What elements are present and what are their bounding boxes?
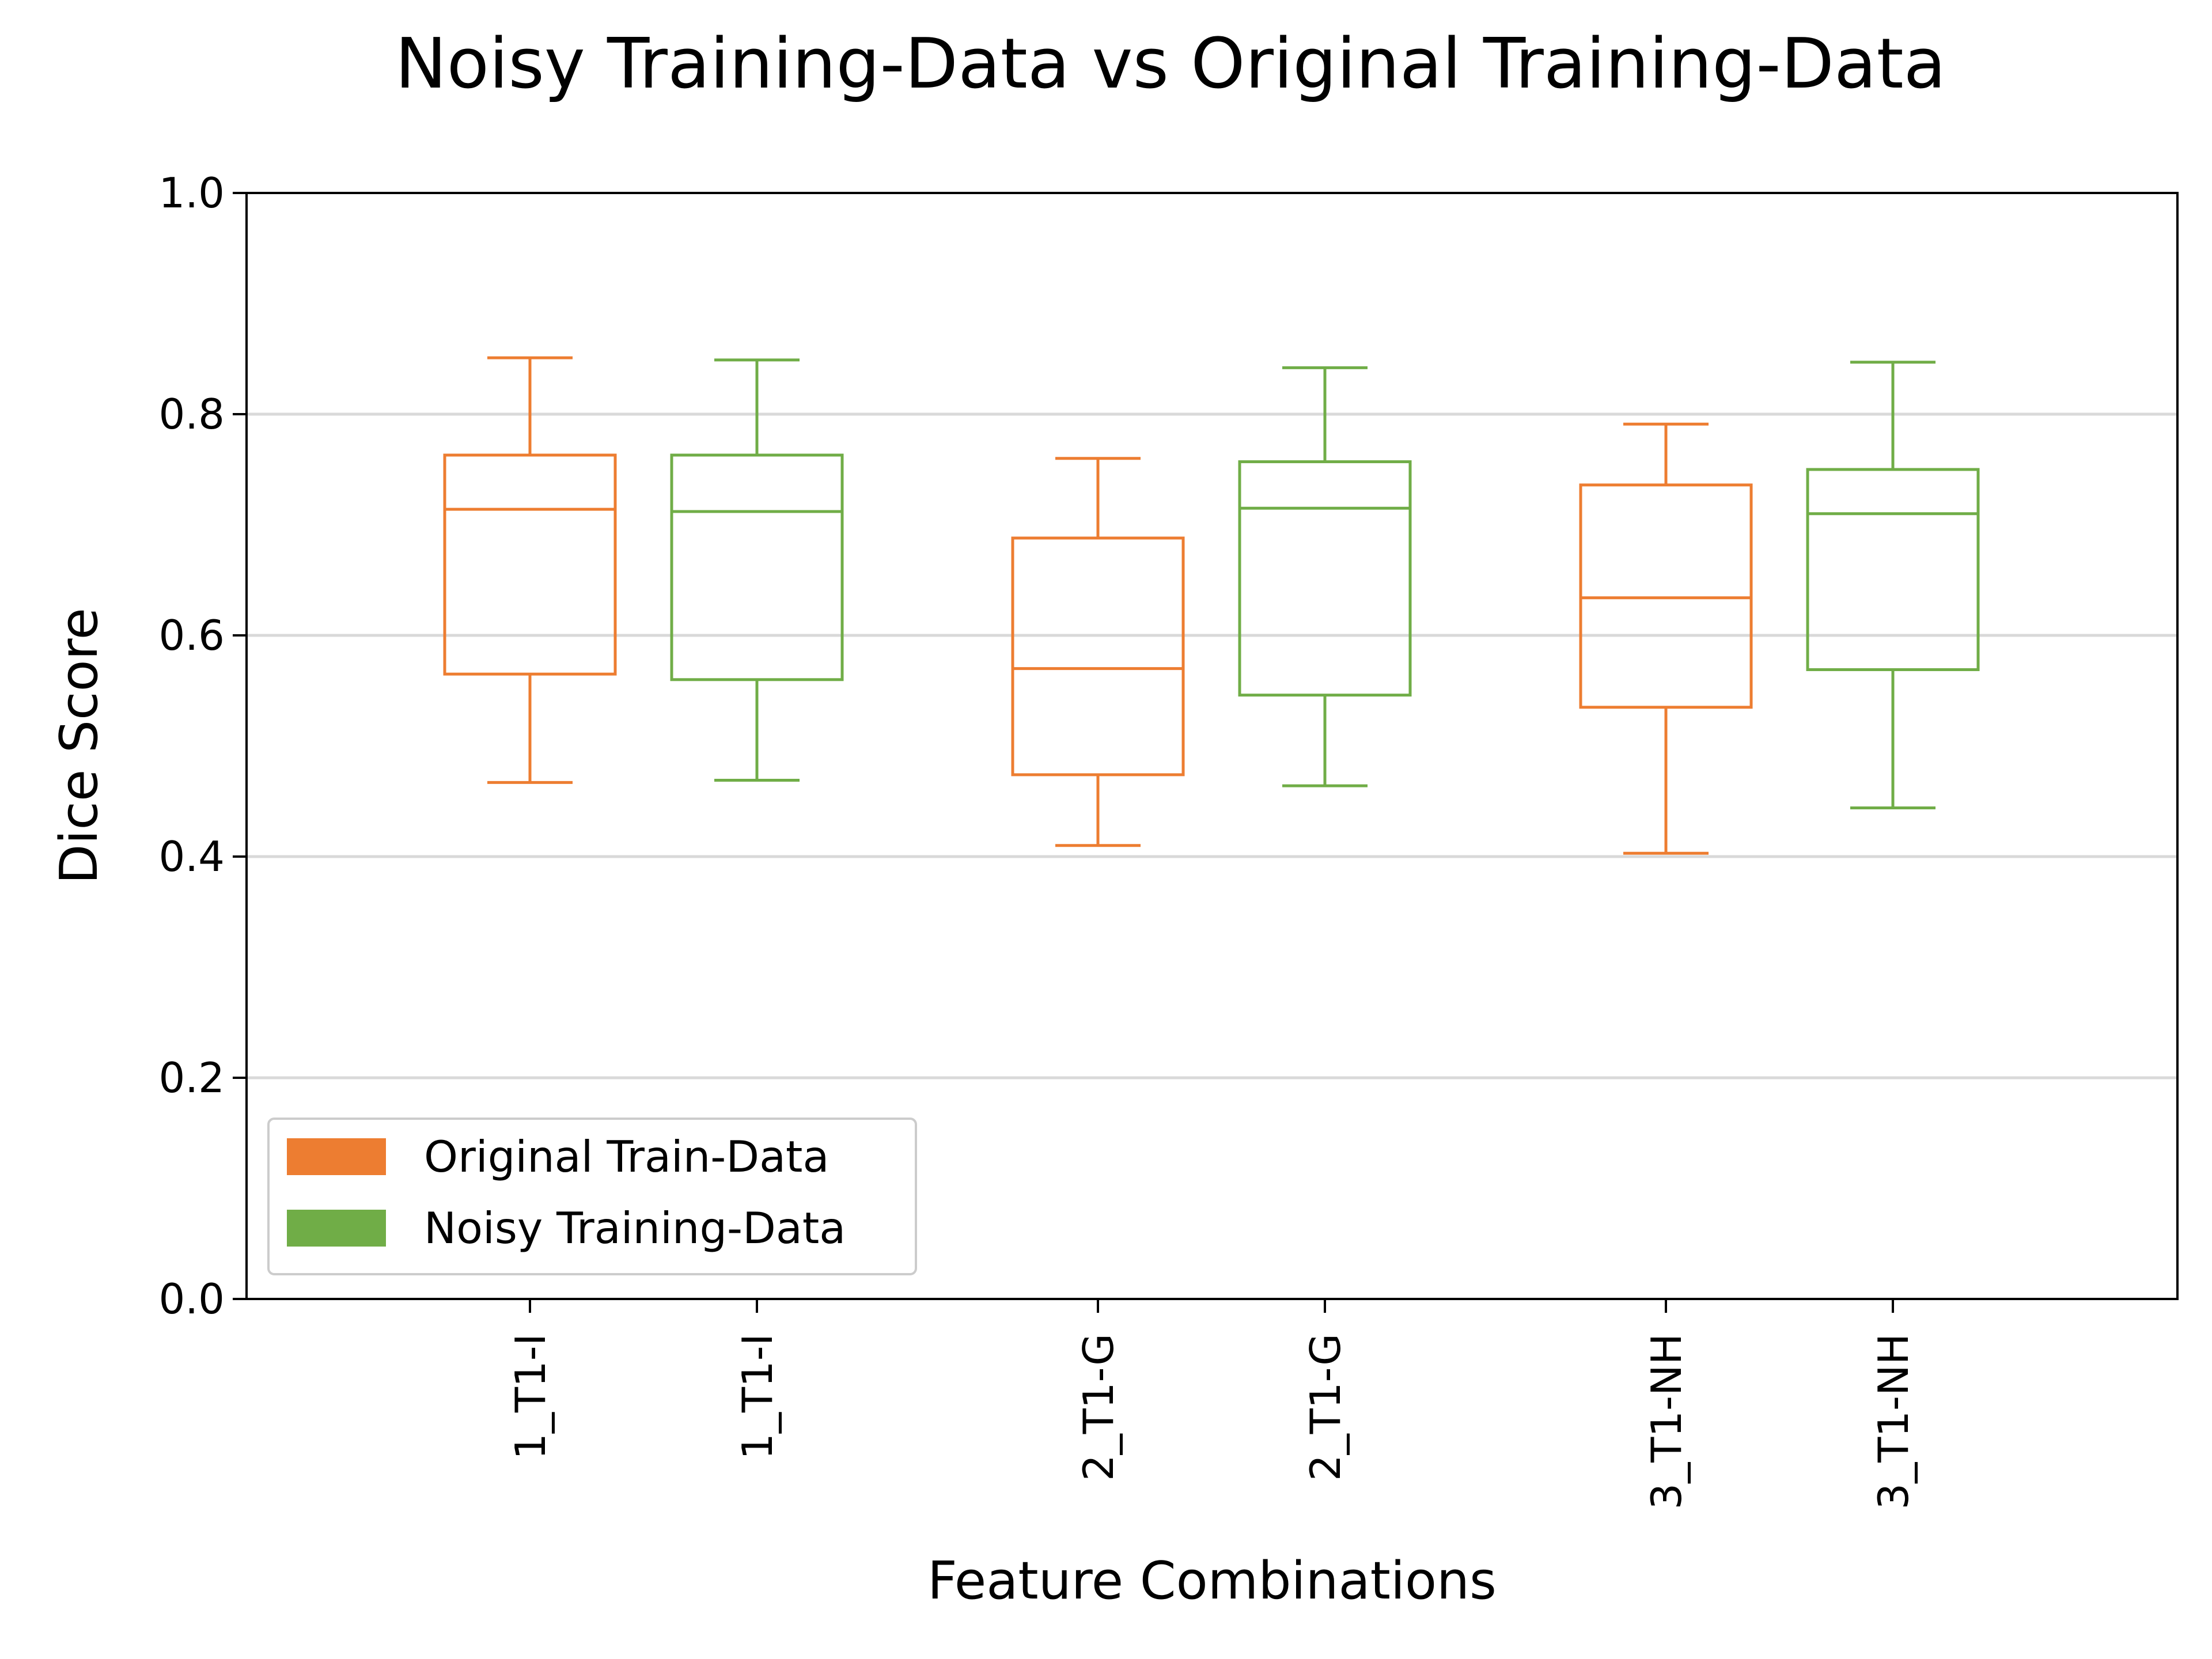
y-tick-label: 0.4 — [158, 832, 225, 881]
grid-lines — [247, 412, 2177, 1080]
x-tick-label: 2_T1-G — [1074, 1334, 1123, 1481]
box-plot — [443, 356, 617, 784]
box-iqr — [443, 453, 617, 676]
y-tick-label: 0.8 — [158, 390, 225, 438]
x-tick-label: 1_T1-I — [733, 1334, 782, 1460]
chart-title: Noisy Training-Data vs Original Training… — [395, 24, 1946, 104]
legend-frame — [267, 1118, 917, 1275]
legend-swatch — [287, 1138, 386, 1175]
box-plot — [1806, 361, 1980, 810]
box-plot — [1238, 366, 1412, 787]
legend: Original Train-Data Noisy Training-Data — [267, 1118, 917, 1275]
box-plots — [443, 356, 1980, 855]
y-tick-label: 0.0 — [158, 1275, 225, 1323]
legend-label: Noisy Training-Data — [424, 1203, 846, 1253]
y-tick-label: 0.2 — [158, 1054, 225, 1102]
legend-swatch — [287, 1210, 386, 1247]
y-tick-label: 0.6 — [158, 611, 225, 660]
box-iqr — [1579, 483, 1753, 709]
legend-label: Original Train-Data — [424, 1131, 829, 1182]
box-plot — [1011, 457, 1185, 847]
box-plot — [670, 358, 844, 782]
x-axis: 1_T1-I 1_T1-I 2_T1-G 2_T1-G 3_T1-NH 3_T1-NH — [506, 1299, 1918, 1510]
y-tick-label: 1.0 — [158, 169, 225, 217]
y-axis: 0.0 0.2 0.4 0.6 0.8 1.0 — [158, 169, 247, 1323]
x-tick-label: 3_T1-NH — [1869, 1334, 1918, 1510]
plot-frame — [245, 192, 2179, 1300]
x-tick-label: 1_T1-I — [506, 1334, 555, 1460]
x-tick-label: 2_T1-G — [1301, 1334, 1350, 1481]
y-axis-label: Dice Score — [49, 608, 109, 884]
x-tick-label: 3_T1-NH — [1642, 1334, 1691, 1510]
box-iqr — [670, 453, 844, 681]
x-axis-label: Feature Combinations — [927, 1551, 1497, 1611]
box-iqr — [1238, 460, 1412, 697]
box-iqr — [1806, 468, 1980, 672]
box-plot — [1579, 422, 1753, 855]
box-iqr — [1011, 536, 1185, 777]
